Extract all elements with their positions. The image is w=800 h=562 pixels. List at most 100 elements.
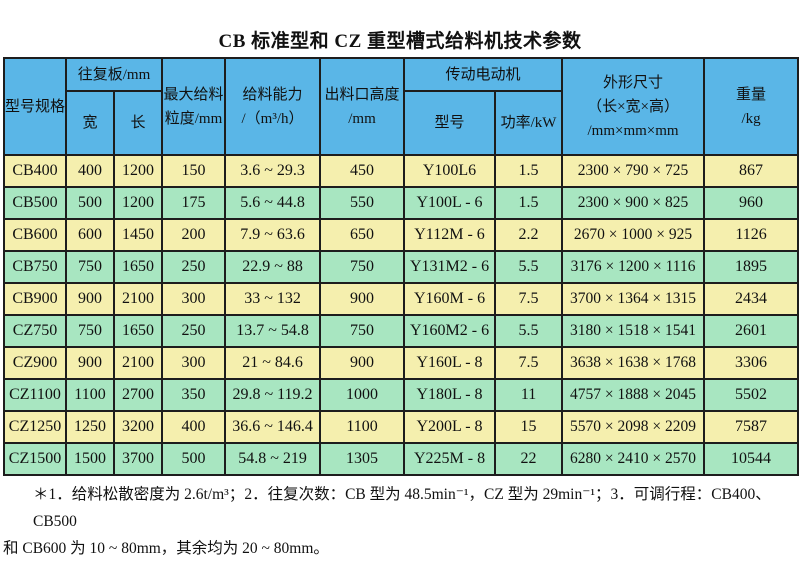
cell-motor-power: 7.5 (494, 346, 564, 380)
cell-plate-width: 1250 (65, 410, 115, 444)
cell-model: CZ750 (3, 314, 67, 348)
cell-dimensions: 3176 × 1200 × 1116 (561, 250, 706, 284)
cell-model: CZ1500 (3, 442, 67, 476)
cell-feed-capacity: 21 ~ 84.6 (224, 346, 322, 380)
cell-motor-model: Y225M - 8 (403, 442, 497, 476)
cell-max-feed-size: 300 (161, 282, 227, 316)
footnote-line-2: 和 CB600 为 10 ~ 80mm，其余均为 20 ~ 80mm。 (3, 540, 329, 557)
cell-model: CB600 (3, 218, 67, 252)
header-row-2: 宽 长 型号 功率/kW (4, 90, 798, 156)
cell-plate-length: 1450 (112, 218, 164, 252)
cell-max-feed-size: 175 (161, 186, 227, 220)
cell-motor-model: Y160M - 6 (403, 282, 497, 316)
cell-motor-model: Y180L - 8 (403, 378, 497, 412)
cell-plate-width: 750 (65, 314, 115, 348)
table-header: 型号规格 往复板/mm 最大给料 粒度/mm 给料能力 /（m³/h） 出料口高… (3, 57, 800, 156)
header-outlet-height: 出料口高度 /mm (319, 57, 406, 156)
table-row: CB500 500 1200 175 5.6 ~ 44.8 550 Y100L - 6 1.5… (3, 186, 800, 220)
cell-motor-power: 15 (494, 410, 564, 444)
cell-model: CB750 (3, 250, 67, 284)
cell-motor-model: Y160M2 - 6 (403, 314, 497, 348)
cell-motor-model: Y100L - 6 (403, 186, 497, 220)
cell-feed-capacity: 54.8 ~ 219 (224, 442, 322, 476)
header-plate-length: 长 (112, 90, 164, 156)
cell-max-feed-size: 350 (161, 378, 227, 412)
cell-weight: 1126 (703, 218, 800, 252)
cell-weight: 2434 (703, 282, 800, 316)
cell-plate-length: 2700 (112, 378, 164, 412)
table-row: CB750 750 1650 250 22.9 ~ 88 750 Y131M2 - 6 5.5… (3, 250, 800, 284)
cell-outlet-height: 1000 (319, 378, 406, 412)
cell-plate-length: 1200 (112, 154, 164, 188)
cell-dimensions: 3638 × 1638 × 1768 (561, 346, 706, 380)
cell-plate-width: 900 (65, 282, 115, 316)
cell-feed-capacity: 33 ~ 132 (224, 282, 322, 316)
table-row: CZ1250 1250 3200 400 36.6 ~ 146.4 1100 Y200L -… (3, 410, 800, 444)
cell-plate-width: 600 (65, 218, 115, 252)
cell-weight: 960 (703, 186, 800, 220)
header-dimensions: 外形尺寸 （长×宽×高） /mm×mm×mm (561, 57, 706, 156)
cell-plate-length: 3700 (112, 442, 164, 476)
cell-weight: 867 (703, 154, 800, 188)
cell-max-feed-size: 250 (161, 314, 227, 348)
table-row: CZ1100 1100 2700 350 29.8 ~ 119.2 1000 Y180L -… (3, 378, 800, 412)
cell-motor-model: Y160L - 8 (403, 346, 497, 380)
cell-model: CZ1250 (3, 410, 67, 444)
cell-plate-width: 500 (65, 186, 115, 220)
cell-motor-power: 5.5 (494, 250, 564, 284)
cell-model: CZ900 (3, 346, 67, 380)
cell-motor-power: 7.5 (494, 282, 564, 316)
cell-motor-model: Y100L6 (403, 154, 497, 188)
header-plate-width: 宽 (65, 90, 115, 156)
cell-max-feed-size: 250 (161, 250, 227, 284)
cell-outlet-height: 450 (319, 154, 406, 188)
cell-model: CZ1100 (3, 378, 67, 412)
cell-feed-capacity: 22.9 ~ 88 (224, 250, 322, 284)
cell-max-feed-size: 300 (161, 346, 227, 380)
cell-weight: 10544 (703, 442, 800, 476)
cell-motor-model: Y131M2 - 6 (403, 250, 497, 284)
cell-motor-power: 1.5 (494, 186, 564, 220)
cell-feed-capacity: 13.7 ~ 54.8 (224, 314, 322, 348)
cell-max-feed-size: 150 (161, 154, 227, 188)
cell-dimensions: 4757 × 1888 × 2045 (561, 378, 706, 412)
header-weight: 重量 /kg (703, 57, 800, 156)
cell-plate-length: 2100 (112, 346, 164, 380)
header-drive-motor: 传动电动机 (403, 57, 564, 92)
header-motor-power: 功率/kW (494, 90, 564, 156)
cell-motor-model: Y200L - 8 (403, 410, 497, 444)
cell-plate-length: 2100 (112, 282, 164, 316)
cell-weight: 2601 (703, 314, 800, 348)
cell-dimensions: 3180 × 1518 × 1541 (561, 314, 706, 348)
cell-weight: 7587 (703, 410, 800, 444)
cell-max-feed-size: 200 (161, 218, 227, 252)
cell-plate-length: 1200 (112, 186, 164, 220)
cell-feed-capacity: 36.6 ~ 146.4 (224, 410, 322, 444)
table-body: CB400 400 1200 150 3.6 ~ 29.3 450 Y100L6 1.5 230… (3, 154, 800, 476)
header-feed-capacity: 给料能力 /（m³/h） (224, 57, 322, 156)
cell-plate-length: 1650 (112, 250, 164, 284)
cell-outlet-height: 550 (319, 186, 406, 220)
cell-plate-width: 1100 (65, 378, 115, 412)
cell-model: CB400 (3, 154, 67, 188)
cell-outlet-height: 1100 (319, 410, 406, 444)
table-row: CZ1500 1500 3700 500 54.8 ~ 219 1305 Y225M - 8… (3, 442, 800, 476)
table-row: CB900 900 2100 300 33 ~ 132 900 Y160M - 6 7.5 37… (3, 282, 800, 316)
cell-dimensions: 5570 × 2098 × 2209 (561, 410, 706, 444)
cell-motor-power: 22 (494, 442, 564, 476)
cell-outlet-height: 900 (319, 282, 406, 316)
cell-motor-power: 1.5 (494, 154, 564, 188)
cell-plate-width: 400 (65, 154, 115, 188)
header-row-1: 型号规格 往复板/mm 最大给料 粒度/mm 给料能力 /（m³/h） 出料口高… (3, 57, 800, 156)
cell-dimensions: 2300 × 900 × 825 (561, 186, 706, 220)
cell-dimensions: 6280 × 2410 × 2570 (561, 442, 706, 476)
footnote: ＊1．给料松散密度为 2.6t/m³；2．往复次数：CB 型为 48.5min⁻… (3, 481, 799, 562)
cell-weight: 1895 (703, 250, 800, 284)
cell-plate-width: 1500 (65, 442, 115, 476)
cell-outlet-height: 650 (319, 218, 406, 252)
page-title: CB 标准型和 CZ 重型槽式给料机技术参数 (218, 31, 582, 52)
cell-outlet-height: 1305 (319, 442, 406, 476)
cell-dimensions: 2670 × 1000 × 925 (561, 218, 706, 252)
cell-plate-length: 1650 (112, 314, 164, 348)
